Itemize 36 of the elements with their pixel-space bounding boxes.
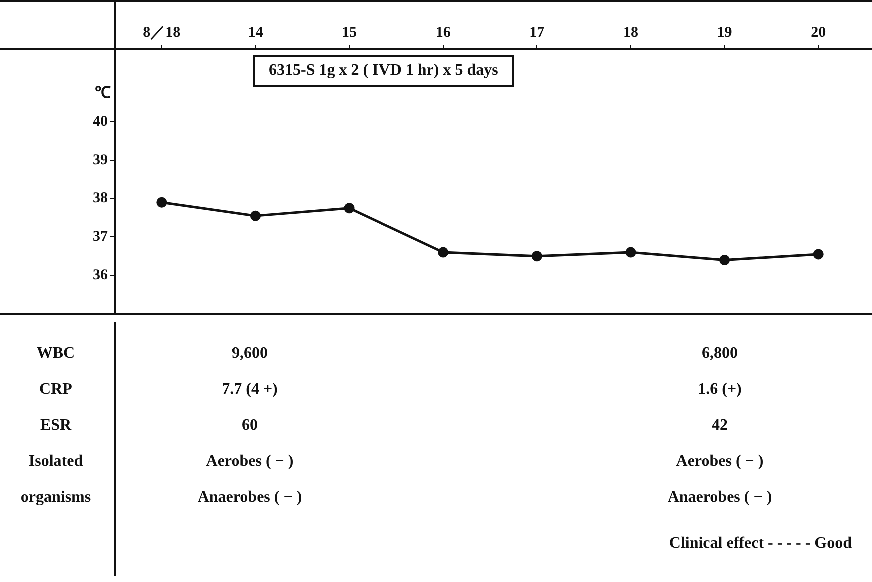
text: WBC xyxy=(36,344,76,364)
x-tick-label: 19 xyxy=(717,24,732,41)
point xyxy=(532,251,542,262)
annotation: 6315-S 1g x 2 ( IVD 1 hr) x 5 days xyxy=(253,55,514,87)
text: Clinical effect - - - - - Good xyxy=(669,534,852,554)
x-tick-label: 18 xyxy=(623,24,638,41)
text: 42 xyxy=(711,416,729,436)
x-tick-label: 17 xyxy=(530,24,546,41)
y-tick-label: 38 xyxy=(93,190,108,207)
text: 9,600 xyxy=(231,344,269,364)
point xyxy=(720,254,730,266)
point xyxy=(626,247,636,258)
y-tick-label: 40 xyxy=(93,114,108,130)
text: Aerobes ( − ) Anaerobes ( − ) xyxy=(196,452,304,508)
text: 6,800 xyxy=(701,344,739,364)
x-tick-label: 14 xyxy=(248,24,264,41)
text: Aerobes ( − ) Anaerobes ( − ) xyxy=(666,452,774,508)
x-tick-label: 16 xyxy=(436,24,452,41)
y-tick-label: 39 xyxy=(93,152,108,168)
text: CRP xyxy=(38,380,74,400)
text: 1.6 (+) xyxy=(697,380,743,400)
y-tick-label: 36 xyxy=(93,267,108,284)
point xyxy=(438,247,449,258)
point xyxy=(156,197,168,208)
point xyxy=(250,210,261,222)
x-tick-label: 8／18 xyxy=(143,24,181,41)
text: 7.7 (4 +) xyxy=(221,380,279,400)
y-axis-title: ℃ xyxy=(95,85,111,102)
point xyxy=(813,249,824,260)
x-tick-label: 20 xyxy=(811,24,826,41)
text: 60 xyxy=(241,416,259,436)
y-tick-label: 37 xyxy=(93,229,108,246)
x-tick-label: 15 xyxy=(342,24,358,41)
text: ESR xyxy=(39,416,73,436)
text: Isolated organisms xyxy=(20,452,92,508)
point xyxy=(344,203,355,214)
